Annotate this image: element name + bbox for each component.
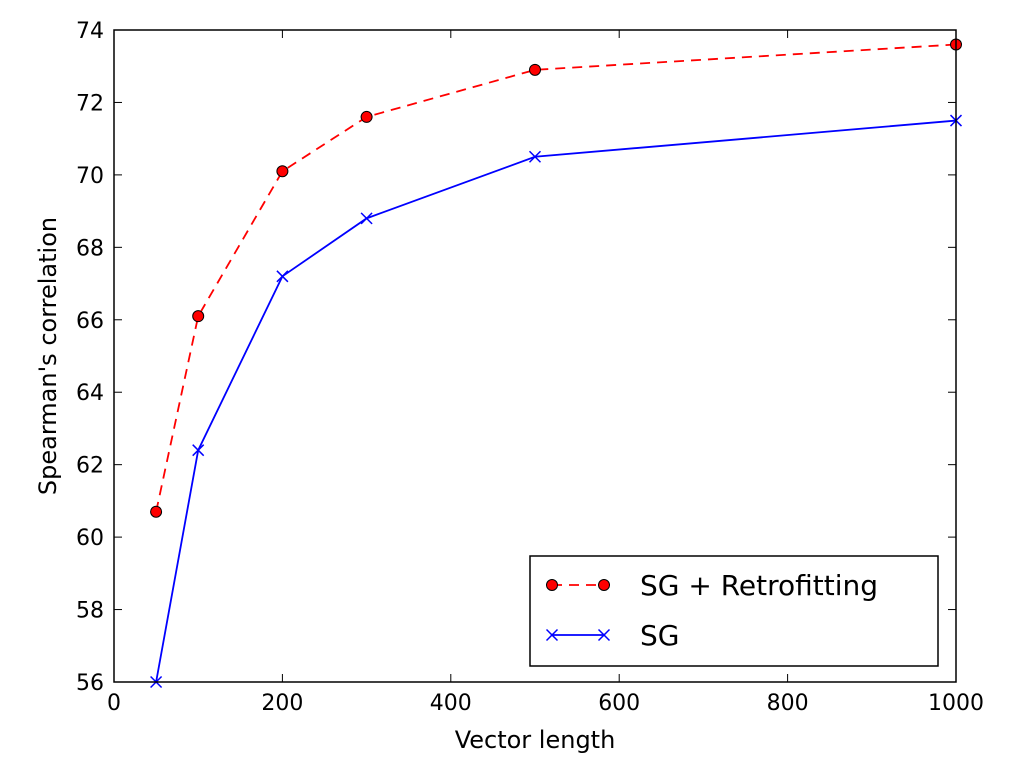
legend-marker [546, 579, 558, 591]
y-axis-label: Spearman's correlation [34, 217, 62, 495]
data-point [360, 212, 373, 225]
axes: 0 200 400 600 800 1000 56 58 60 62 64 66 68 70 72 74 [76, 19, 984, 716]
legend-marker [545, 628, 559, 642]
series-line-0 [155, 43, 957, 512]
data-point [276, 270, 289, 283]
x-tick-label: 1000 [928, 691, 984, 716]
data-point [276, 165, 289, 178]
y-tick-label: 58 [76, 599, 104, 624]
y-tick-label: 72 [76, 91, 104, 116]
y-tick-label: 64 [76, 381, 104, 406]
plot-frame [113, 29, 957, 683]
x-tick-label: 0 [107, 691, 121, 716]
legend: SG + Retrofitting SG [529, 555, 939, 667]
legend-label-0: SG + Retrofitting [640, 569, 878, 602]
y-tick-label: 66 [76, 309, 104, 334]
data-point [529, 63, 541, 76]
legend-marker [597, 628, 611, 642]
y-tick-label: 68 [76, 236, 104, 261]
legend-marker [598, 579, 610, 591]
x-tick-label: 800 [767, 691, 809, 716]
y-tick-label: 70 [76, 164, 104, 189]
x-axis-label: Vector length [455, 726, 616, 754]
legend-box [529, 555, 939, 667]
y-tick-label: 56 [76, 671, 104, 696]
data-point [360, 110, 373, 123]
x-tick-label: 600 [598, 691, 640, 716]
x-tick-label: 400 [430, 691, 472, 716]
data-point [528, 150, 542, 163]
y-tick-label: 60 [76, 526, 104, 551]
plot-area [150, 38, 963, 689]
legend-label-1: SG [640, 619, 679, 652]
data-point [192, 310, 205, 323]
x-tick-label: 200 [261, 691, 303, 716]
y-tick-label: 62 [76, 454, 104, 479]
data-point [192, 444, 205, 457]
series-line-1 [155, 119, 957, 683]
y-tick-label: 74 [76, 19, 104, 44]
data-point [150, 505, 163, 518]
